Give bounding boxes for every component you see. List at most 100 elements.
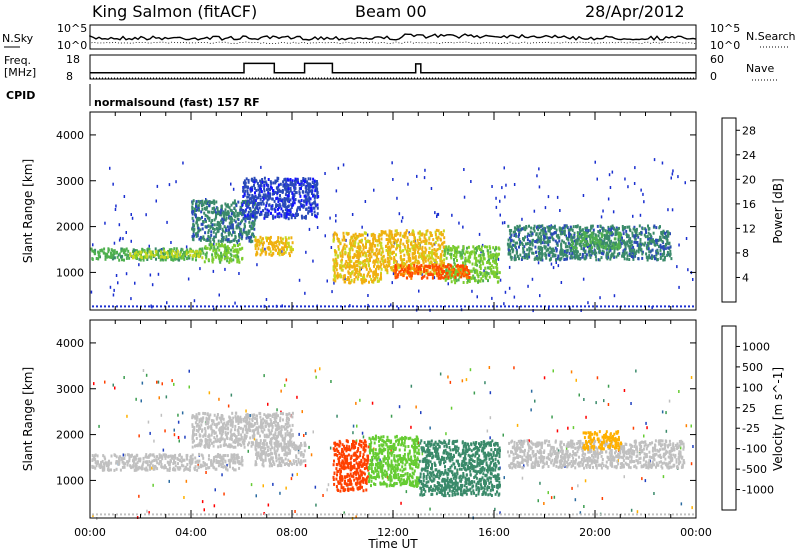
echo-cell [378, 265, 380, 268]
echo-cell [489, 262, 491, 265]
echo-cell [568, 242, 570, 245]
echo-cell [260, 182, 262, 185]
echo-cell [304, 180, 306, 183]
echo-cell [162, 382, 164, 385]
echo-cell [601, 245, 603, 248]
echo-cell [98, 425, 100, 428]
echo-cell [532, 232, 534, 235]
echo-cell [634, 182, 636, 185]
echo-cell [194, 299, 196, 302]
echo-cell [245, 185, 247, 188]
echo-cell [487, 430, 489, 433]
echo-cell [126, 272, 128, 275]
echo-cell [465, 258, 467, 261]
cpid-text: normalsound (fast) 157 RF [94, 96, 260, 109]
echo-cell [611, 232, 613, 235]
noise-series [90, 34, 696, 44]
echo-cell [352, 239, 354, 242]
echo-cell [255, 247, 257, 250]
echo-cell [358, 252, 360, 255]
echo-cell [283, 247, 285, 250]
echo-cell [164, 256, 166, 259]
echo-cell [312, 513, 314, 515]
echo-cell [420, 305, 422, 307]
echo-cell [236, 305, 238, 307]
colorbar-tick-label: 8 [742, 247, 749, 260]
echo-cell [464, 196, 466, 199]
echo-cell [496, 206, 498, 209]
echo-cell [369, 240, 371, 243]
echo-cell [285, 193, 287, 196]
echo-cell [129, 254, 131, 257]
echo-cell [335, 214, 337, 217]
echo-cell [534, 210, 536, 213]
noise-right-tick-bottom: 10^0 [710, 39, 740, 52]
echo-cell [575, 242, 577, 245]
echo-cell [363, 435, 365, 438]
echo-cell [278, 184, 280, 187]
echo-cell [277, 200, 279, 203]
echo-cell [244, 192, 246, 195]
echo-cell [423, 255, 425, 258]
echo-cell [139, 252, 141, 255]
echo-cell [349, 248, 351, 251]
echo-cell [262, 250, 264, 253]
echo-cell [660, 231, 662, 234]
echo-cell [613, 210, 615, 213]
echo-cell [345, 266, 347, 269]
echo-cell [119, 223, 121, 226]
echo-cell [260, 166, 262, 169]
echo-cell [390, 246, 392, 249]
echo-cell [274, 200, 276, 203]
echo-cell [349, 239, 351, 242]
echo-cell [497, 281, 499, 284]
echo-cell [230, 209, 232, 212]
echo-cell [524, 228, 526, 231]
echo-cell [376, 249, 378, 252]
echo-cell [618, 247, 620, 250]
echo-cell [195, 258, 197, 261]
echo-cell [585, 240, 587, 243]
echo-cell [352, 256, 354, 259]
echo-cell [196, 250, 198, 253]
echo-cell [400, 502, 402, 505]
echo-cell [572, 305, 574, 307]
echo-cell [615, 229, 617, 232]
echo-cell [218, 226, 220, 229]
echo-cell [275, 241, 277, 244]
echo-cell [205, 239, 207, 242]
echo-cell [267, 184, 269, 187]
echo-cell [669, 400, 671, 403]
echo-cell [192, 207, 194, 210]
echo-cell [545, 206, 547, 209]
echo-cell [602, 242, 604, 245]
echo-cell [563, 232, 565, 235]
echo-cell [292, 197, 294, 200]
echo-cell [307, 212, 309, 215]
echo-cell [238, 272, 240, 275]
echo-cell [453, 261, 455, 264]
echo-cell [608, 198, 610, 201]
nave-label: Nave [746, 62, 774, 75]
echo-cell [369, 248, 371, 251]
echo-cell [463, 168, 465, 171]
echo-cell [471, 270, 473, 273]
echo-cell [478, 254, 480, 257]
echo-cell [653, 232, 655, 235]
echo-cell [155, 258, 157, 261]
echo-cell [490, 271, 492, 274]
echo-cell [195, 205, 197, 208]
echo-cell [443, 277, 445, 280]
echo-cell [447, 249, 449, 252]
echo-cell [557, 196, 559, 199]
echo-cell [408, 259, 410, 262]
echo-cell [522, 251, 524, 254]
echo-cell [276, 305, 278, 307]
echo-cell [257, 203, 259, 206]
echo-cell [640, 249, 642, 252]
echo-cell [343, 278, 345, 281]
echo-cell [516, 513, 518, 515]
echo-cell [566, 249, 568, 252]
echo-cell [543, 227, 545, 230]
power-x-axis [90, 112, 696, 310]
